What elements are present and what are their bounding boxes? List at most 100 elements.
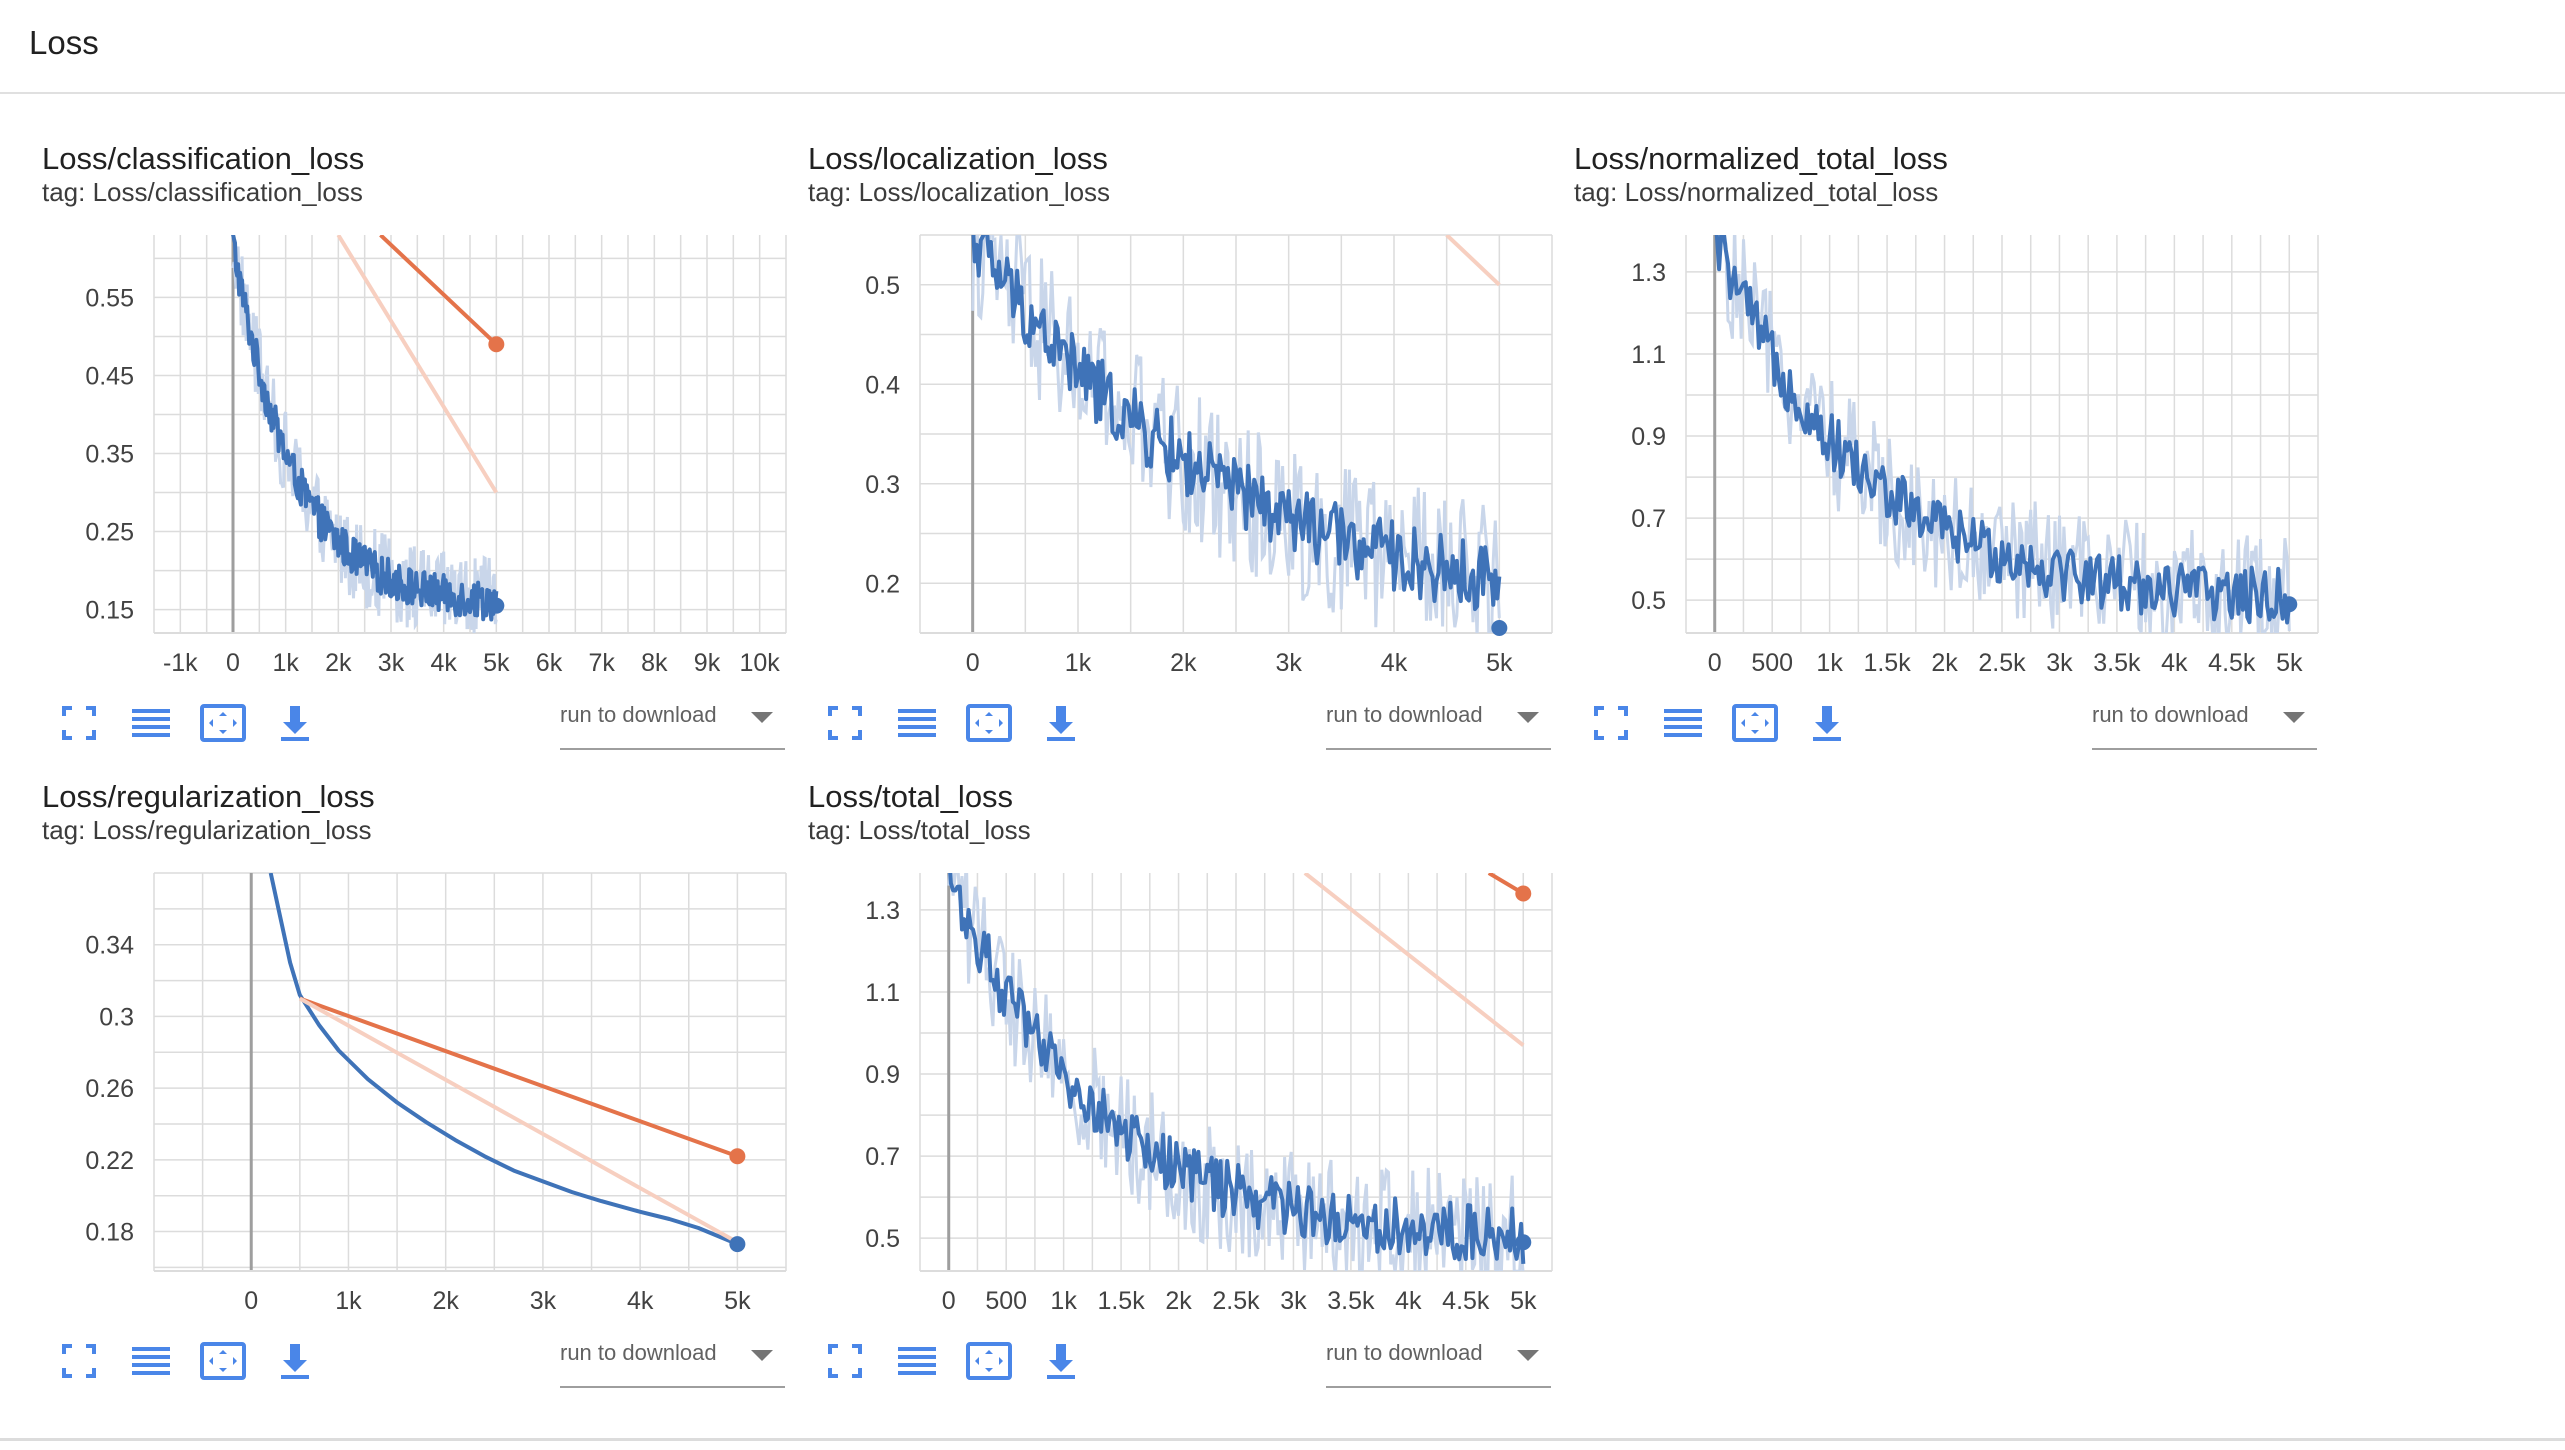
download-button[interactable] <box>270 1336 320 1386</box>
download-button[interactable] <box>1036 698 1086 748</box>
y-tick-label: 0.2 <box>865 570 900 598</box>
y-tick-label: 1.3 <box>1631 259 1666 287</box>
run-to-download-select[interactable]: run to download <box>1326 692 1551 750</box>
y-tick-label: 0.18 <box>85 1219 134 1247</box>
line-chart: 0.5 0.7 0.9 1.1 1.3 0 500 1k 1.5k 2k 2.5k 3k 3.5k 4k 4… <box>865 873 1553 1315</box>
x-tick-label: 9k <box>694 649 721 677</box>
x-tick-label: 1k <box>1050 1287 1077 1315</box>
caret-down-icon <box>751 1350 773 1361</box>
x-tick-label: 2.5k <box>1212 1287 1260 1315</box>
x-tick-label: 7k <box>588 649 615 677</box>
fit-domain-button[interactable] <box>964 698 1014 748</box>
x-tick-label: 4.5k <box>2208 649 2256 677</box>
series-end-marker <box>1515 885 1532 902</box>
caret-down-icon <box>2283 712 2305 723</box>
x-tick-label: 6k <box>536 649 563 677</box>
run-to-download-label: run to download <box>1326 702 1483 727</box>
chart-tag: tag: Loss/regularization_loss <box>42 815 372 845</box>
x-tick-label: 1k <box>1816 649 1843 677</box>
smoothed-series-line <box>231 235 499 622</box>
download-icon <box>1047 1344 1075 1379</box>
series-end-marker <box>2281 596 2298 613</box>
fullscreen-button[interactable] <box>54 1336 104 1386</box>
fullscreen-button[interactable] <box>820 698 870 748</box>
run-to-download-select[interactable]: run to download <box>1326 1330 1551 1388</box>
x-tick-label: 4k <box>2161 649 2188 677</box>
lines-button[interactable] <box>892 698 942 748</box>
fullscreen-icon <box>62 1344 96 1378</box>
x-tick-label: 2k <box>325 649 352 677</box>
line-chart: 0.5 0.7 0.9 1.1 1.3 0 500 1k 1.5k 2k 2.5k 3k 3.5k 4k 4… <box>1631 235 2319 677</box>
x-tick-label: 4.5k <box>1442 1287 1490 1315</box>
fit-domain-icon <box>200 1342 246 1380</box>
fullscreen-icon <box>828 706 862 740</box>
run-to-download-label: run to download <box>1326 1340 1483 1365</box>
smoothed-series-line <box>971 235 1502 612</box>
chart-tag: tag: Loss/localization_loss <box>808 177 1111 207</box>
chart-card: Loss/normalized_total_loss tag: Loss/norm… <box>1532 95 2332 750</box>
x-tick-label: 1.5k <box>1863 649 1911 677</box>
fit-domain-button[interactable] <box>1730 698 1780 748</box>
fit-domain-button[interactable] <box>964 1336 1014 1386</box>
y-tick-label: 0.5 <box>865 272 900 300</box>
x-tick-label: 5k <box>483 649 510 677</box>
lines-icon <box>132 709 170 737</box>
download-button[interactable] <box>270 698 320 748</box>
series-end-marker <box>729 1148 746 1165</box>
fit-domain-button[interactable] <box>198 698 248 748</box>
chart-card: Loss/localization_loss tag: Loss/localiza… <box>766 95 1566 750</box>
run-to-download-select[interactable]: run to download <box>560 1330 785 1388</box>
x-tick-label: 3.5k <box>1327 1287 1375 1315</box>
fullscreen-button[interactable] <box>54 698 104 748</box>
series-line <box>299 996 739 1159</box>
download-button[interactable] <box>1036 1336 1086 1386</box>
y-tick-label: 0.35 <box>85 441 134 469</box>
y-tick-label: 0.3 <box>865 471 900 499</box>
y-tick-label: 0.3 <box>99 1003 134 1031</box>
series-line <box>379 235 498 346</box>
fullscreen-icon <box>1594 706 1628 740</box>
download-button[interactable] <box>1802 698 1852 748</box>
chart-tag: tag: Loss/total_loss <box>808 815 1031 845</box>
x-tick-label: 4k <box>1395 1287 1422 1315</box>
chart-title: Loss/classification_loss <box>42 141 365 176</box>
fullscreen-button[interactable] <box>1586 698 1636 748</box>
fullscreen-button[interactable] <box>820 1336 870 1386</box>
smoothed-series-line <box>1714 235 2292 625</box>
x-tick-label: 8k <box>641 649 668 677</box>
x-tick-label: 2.5k <box>1978 649 2026 677</box>
x-tick-label: 2k <box>1931 649 1958 677</box>
run-to-download-label: run to download <box>2092 702 2249 727</box>
y-tick-label: 0.5 <box>865 1225 900 1253</box>
lines-icon <box>1664 709 1702 737</box>
lines-button[interactable] <box>126 1336 176 1386</box>
lines-button[interactable] <box>892 1336 942 1386</box>
x-tick-label: 500 <box>985 1287 1027 1315</box>
x-tick-label: 3.5k <box>2093 649 2141 677</box>
y-tick-label: 0.26 <box>85 1075 134 1103</box>
x-tick-label: 1k <box>1065 649 1092 677</box>
run-to-download-label: run to download <box>560 1340 717 1365</box>
series-end-marker <box>488 336 505 353</box>
chart-title: Loss/total_loss <box>808 779 1014 814</box>
fullscreen-icon <box>62 706 96 740</box>
x-tick-label: 4k <box>1381 649 1408 677</box>
y-tick-label: 0.45 <box>85 362 134 390</box>
fit-domain-button[interactable] <box>198 1336 248 1386</box>
x-tick-label: 3k <box>1275 649 1302 677</box>
page-header: Loss <box>0 0 2565 94</box>
x-tick-label: 0 <box>966 649 980 677</box>
chart-tag: tag: Loss/classification_loss <box>42 177 363 207</box>
run-to-download-select[interactable]: run to download <box>2092 692 2317 750</box>
lines-icon <box>898 1347 936 1375</box>
x-tick-label: 4k <box>430 649 457 677</box>
raw-series-line <box>1715 235 2291 633</box>
lines-button[interactable] <box>126 698 176 748</box>
x-tick-label: 1k <box>335 1287 362 1315</box>
lines-icon <box>132 1347 170 1375</box>
x-tick-label: 1k <box>272 649 299 677</box>
smoothed-series-line <box>948 873 1526 1265</box>
x-tick-label: 0 <box>226 649 240 677</box>
lines-button[interactable] <box>1658 698 1708 748</box>
run-to-download-select[interactable]: run to download <box>560 692 785 750</box>
